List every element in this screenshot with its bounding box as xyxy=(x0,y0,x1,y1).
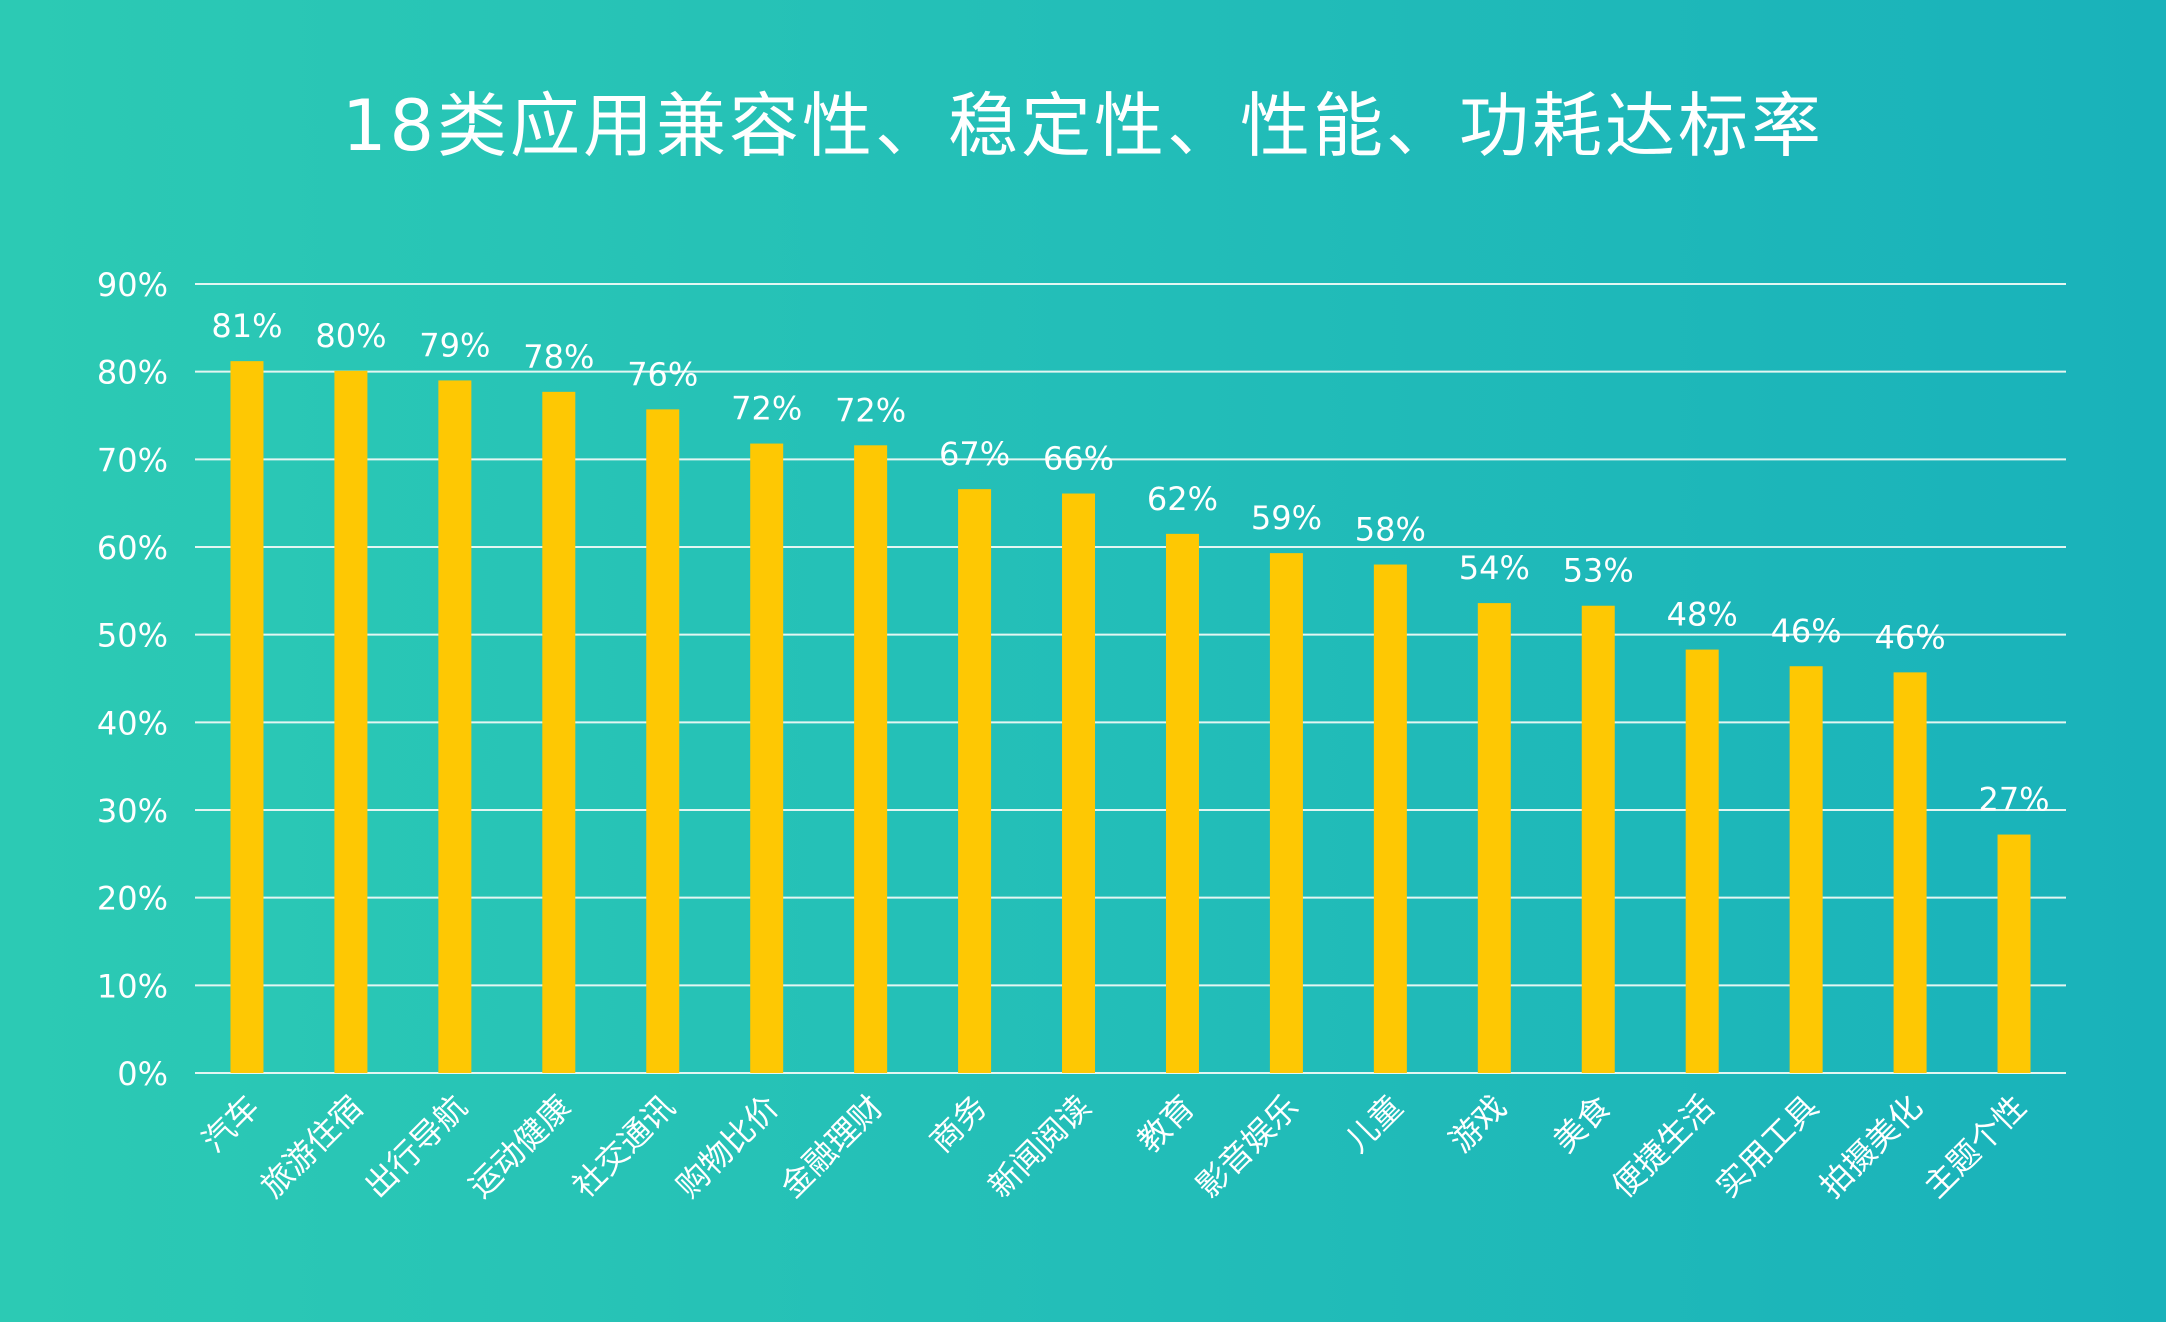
data-label: 48% xyxy=(1667,596,1738,634)
bar xyxy=(1997,834,2031,1073)
data-label: 66% xyxy=(1043,440,1114,478)
x-tick-label: 便捷生活 xyxy=(1604,1088,1721,1205)
data-label: 78% xyxy=(523,338,594,376)
data-label: 46% xyxy=(1771,612,1842,650)
data-label: 62% xyxy=(1147,480,1218,518)
bar xyxy=(1893,672,1927,1073)
bar xyxy=(750,443,784,1073)
x-tick-label: 出行导航 xyxy=(357,1088,474,1205)
bar xyxy=(1581,605,1615,1073)
bar xyxy=(854,445,888,1074)
bar xyxy=(1165,533,1199,1073)
data-label: 59% xyxy=(1251,499,1322,537)
x-tick-label: 购物比价 xyxy=(669,1088,786,1205)
y-tick-label: 10% xyxy=(97,967,168,1005)
x-tick-label: 美食 xyxy=(1546,1088,1618,1160)
y-tick-label: 20% xyxy=(97,880,168,918)
bar xyxy=(438,380,472,1073)
y-tick-label: 60% xyxy=(97,529,168,567)
x-tick-label: 影音娱乐 xyxy=(1189,1088,1306,1205)
chart-title: 18类应用兼容性、稳定性、性能、功耗达标率 xyxy=(341,85,1825,167)
bar xyxy=(1477,603,1511,1073)
y-axis-ticks: 0% 10% 20% 30% 40% 50% 60% 70% 80% 90% xyxy=(97,266,168,1093)
data-label: 80% xyxy=(315,317,386,355)
data-labels: 81% 80% 79% 78% 76% 72% 72% 67% 66% 62% 59% 58% 54% 5… xyxy=(211,307,2049,818)
data-label: 54% xyxy=(1459,549,1530,587)
bar xyxy=(334,370,368,1073)
y-tick-label: 70% xyxy=(97,441,168,479)
data-label: 46% xyxy=(1875,618,1946,656)
data-label: 67% xyxy=(939,435,1010,473)
x-tick-label: 新闻阅读 xyxy=(981,1088,1098,1205)
bars xyxy=(230,361,2031,1074)
x-tick-label: 实用工具 xyxy=(1708,1088,1825,1205)
bar xyxy=(1373,564,1407,1073)
x-tick-label: 旅游住宿 xyxy=(253,1088,370,1205)
y-tick-label: 40% xyxy=(97,704,168,742)
bar xyxy=(1789,666,1823,1073)
data-label: 81% xyxy=(211,307,282,345)
data-label: 27% xyxy=(1978,781,2049,819)
bar xyxy=(1062,493,1096,1074)
x-tick-label: 儿童 xyxy=(1338,1088,1410,1160)
x-tick-label: 汽车 xyxy=(194,1088,266,1160)
bar xyxy=(1269,553,1303,1073)
y-tick-label: 30% xyxy=(97,792,168,830)
x-tick-label: 教育 xyxy=(1130,1088,1202,1160)
data-label: 72% xyxy=(731,390,802,428)
bar xyxy=(958,489,992,1073)
x-tick-label: 商务 xyxy=(922,1088,994,1160)
data-label: 58% xyxy=(1355,511,1426,549)
x-tick-label: 运动健康 xyxy=(461,1088,578,1205)
x-tick-label: 金融理财 xyxy=(773,1088,890,1205)
bar xyxy=(542,391,576,1074)
data-label: 76% xyxy=(627,355,698,393)
y-tick-label: 90% xyxy=(97,266,168,304)
x-tick-label: 游戏 xyxy=(1442,1088,1514,1160)
y-tick-label: 80% xyxy=(97,354,168,392)
bar xyxy=(230,361,264,1073)
data-label: 79% xyxy=(419,326,490,364)
bar xyxy=(1685,649,1719,1073)
y-tick-label: 0% xyxy=(117,1055,168,1093)
x-tick-label: 社交通讯 xyxy=(565,1088,682,1205)
y-tick-label: 50% xyxy=(97,617,168,655)
x-tick-label: 拍摄美化 xyxy=(1812,1088,1929,1205)
x-tick-label: 主题个性 xyxy=(1916,1088,2033,1205)
bar xyxy=(646,409,680,1073)
data-label: 53% xyxy=(1563,552,1634,590)
grid-lines xyxy=(195,283,2066,1074)
data-label: 72% xyxy=(835,391,906,429)
